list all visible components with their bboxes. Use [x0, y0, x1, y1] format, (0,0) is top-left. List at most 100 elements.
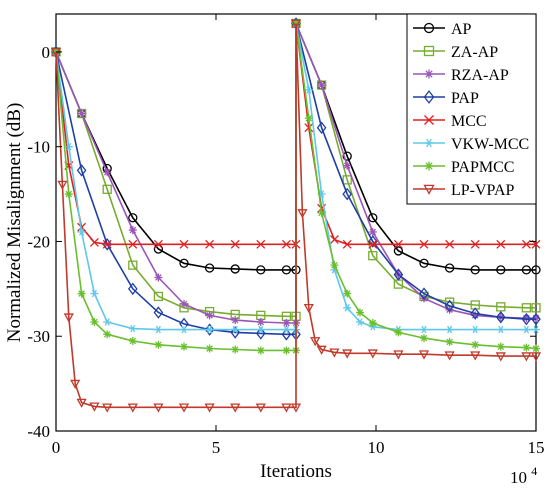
series-marker: [532, 325, 540, 334]
series-marker: [304, 123, 314, 133]
y-tick-label: 0: [42, 43, 51, 62]
series-marker: [282, 346, 291, 355]
series-marker: [70, 379, 81, 389]
series-marker: [290, 403, 302, 413]
series-marker: [231, 325, 240, 334]
series-marker: [90, 318, 99, 327]
series-marker: [303, 303, 314, 314]
x-tick-label: 5: [212, 438, 221, 457]
x-axis-label: Iterations: [260, 461, 332, 482]
series-marker: [281, 265, 292, 275]
series-marker: [470, 351, 481, 361]
series-marker: [256, 239, 266, 249]
series-marker: [281, 403, 292, 413]
series-marker: [205, 239, 215, 249]
series-marker: [281, 328, 292, 341]
series-marker: [522, 325, 531, 334]
plot-area: 0 5 10 15 0 -10 -20 -30 -40: [27, 13, 545, 457]
series-marker: [521, 352, 532, 362]
series-marker: [230, 326, 241, 339]
series-marker: [342, 239, 352, 249]
series-marker: [393, 268, 404, 281]
legend-item-papmcc: PAPMCC: [413, 159, 514, 176]
series-marker: [57, 180, 68, 190]
legend-item-mcc: MCC: [413, 113, 487, 130]
series-marker: [496, 342, 505, 351]
series-marker: [495, 352, 506, 362]
series-marker: [368, 239, 378, 249]
series-marker: [393, 239, 403, 249]
series-marker: [445, 305, 454, 314]
series-marker: [256, 265, 266, 275]
legend-label: AP: [451, 21, 472, 38]
series-marker: [317, 81, 326, 90]
series-marker: [127, 403, 138, 413]
series-marker: [256, 346, 265, 355]
series-marker: [297, 209, 308, 219]
series-marker: [180, 342, 188, 351]
series-marker: [444, 299, 455, 313]
series-marker: [420, 334, 428, 343]
series-marker: [423, 22, 435, 34]
series-marker: [470, 265, 480, 275]
series-marker: [204, 403, 215, 413]
plot-frame: [55, 13, 537, 432]
series-marker: [471, 340, 480, 349]
series-marker: [367, 235, 378, 248]
series-marker: [342, 175, 352, 185]
legend-label: PAP: [451, 90, 479, 107]
series-marker: [255, 327, 266, 340]
series-marker: [423, 45, 435, 57]
series-marker: [281, 239, 291, 249]
series-marker: [532, 344, 540, 353]
series-marker: [154, 325, 163, 334]
series-layer: [50, 17, 542, 413]
series-marker: [393, 246, 404, 256]
series-marker: [368, 251, 378, 261]
series-marker: [496, 325, 505, 334]
series-marker: [128, 239, 138, 249]
series-marker: [231, 345, 240, 354]
series-marker: [532, 314, 540, 323]
series-marker: [76, 398, 87, 408]
series-marker: [179, 239, 189, 249]
y-tick-label: -20: [27, 232, 50, 251]
series-marker: [342, 187, 353, 201]
series-marker: [531, 303, 541, 313]
series-marker: [77, 228, 86, 236]
series-marker: [424, 115, 434, 125]
series-marker: [424, 161, 434, 171]
series-marker: [128, 260, 138, 270]
series-marker: [394, 328, 403, 337]
y-tick-label: -40: [27, 422, 50, 441]
series-marker: [310, 337, 321, 347]
series-marker: [496, 239, 506, 249]
legend-box: [406, 13, 537, 205]
series-marker: [522, 343, 531, 352]
series-marker: [178, 403, 190, 413]
legend-label: ZA-AP: [451, 44, 498, 61]
series-marker: [128, 324, 137, 333]
x-axis-exponent-power: 4: [531, 464, 537, 478]
x-tick-label: 10: [368, 438, 385, 457]
series-marker: [76, 164, 87, 177]
series-marker: [522, 314, 531, 323]
series-marker: [64, 142, 73, 151]
series-marker: [495, 311, 506, 324]
series-marker: [530, 352, 542, 362]
series-marker: [292, 19, 300, 28]
series-marker: [102, 239, 112, 249]
series-marker: [329, 235, 339, 245]
series-marker: [393, 350, 404, 360]
series-marker: [304, 86, 313, 94]
series-marker: [470, 239, 480, 249]
x-tick-label: 0: [52, 438, 61, 457]
series-marker: [356, 308, 364, 317]
series-marker: [205, 325, 214, 334]
series-marker: [496, 265, 506, 275]
series-marker: [255, 403, 266, 413]
series-marker: [521, 265, 532, 275]
series-marker: [445, 337, 454, 346]
series-marker: [343, 304, 352, 312]
